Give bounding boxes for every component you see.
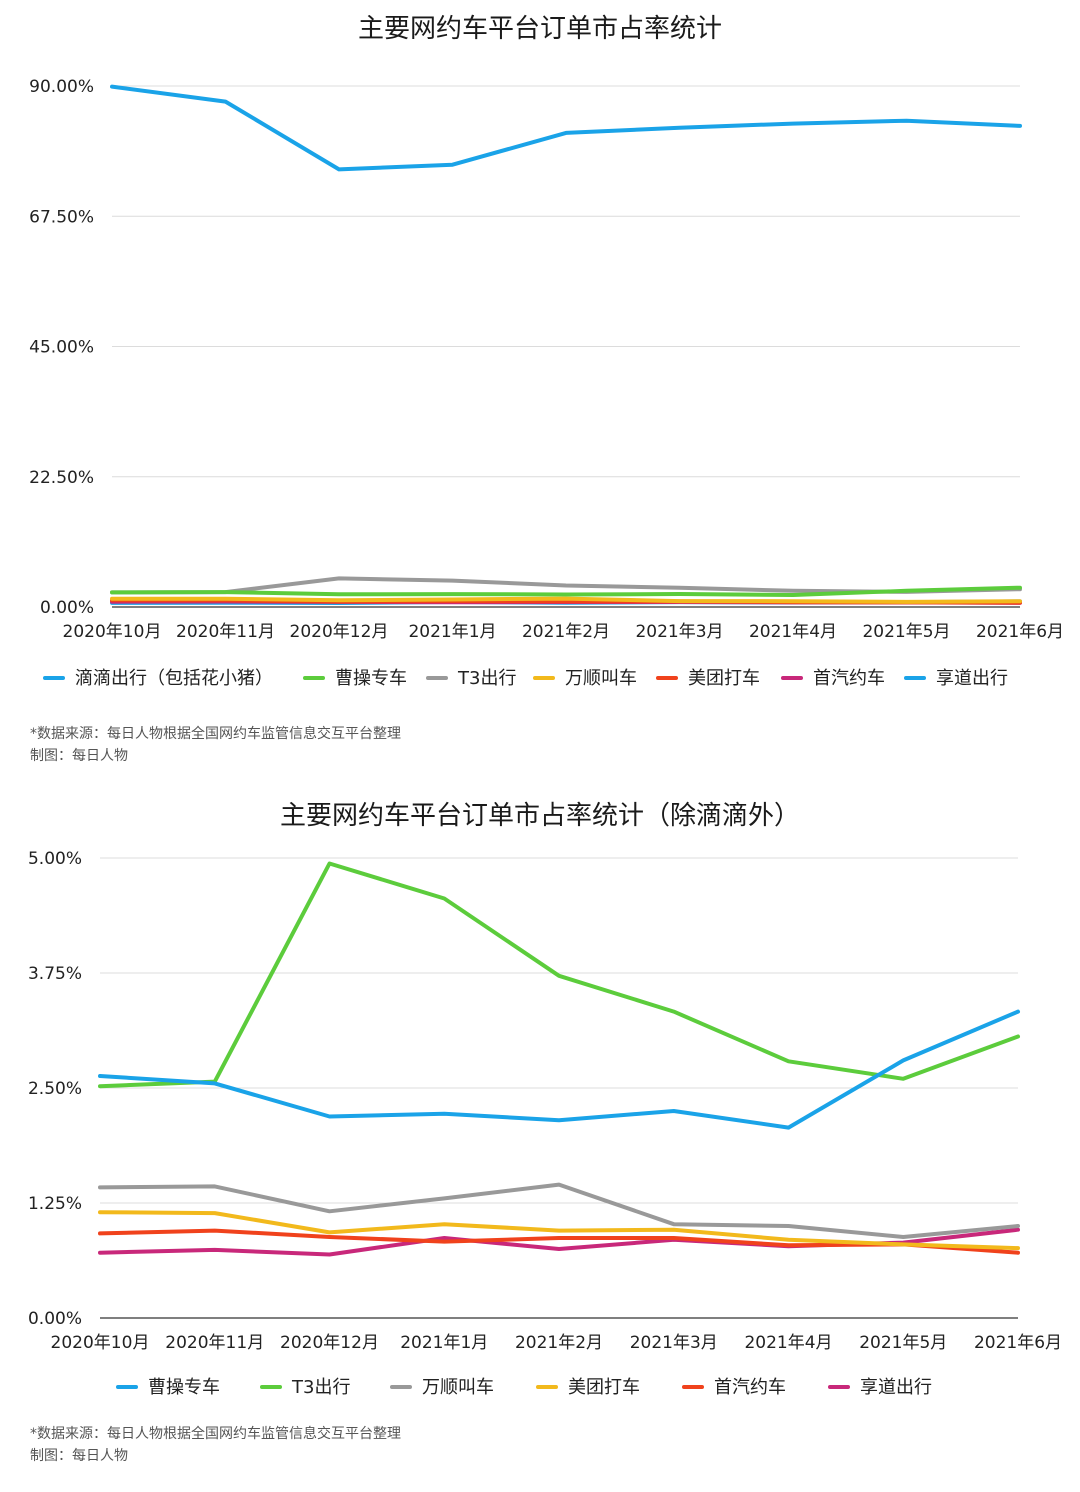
legend-label: 万顺叫车 xyxy=(565,668,637,689)
series-line-2 xyxy=(110,585,1022,597)
x-tick-label: 2020年11月 xyxy=(165,1333,264,1353)
x-tick-label: 2020年12月 xyxy=(280,1333,379,1353)
x-tick-label: 2021年6月 xyxy=(976,622,1064,642)
x-tick-label: 2020年12月 xyxy=(290,622,389,642)
legend-label: 万顺叫车 xyxy=(422,1377,494,1398)
series-line-1 xyxy=(110,84,1022,172)
y-tick-label: 90.00% xyxy=(29,77,94,97)
source-note: *数据来源：每日人物根据全国网约车监管信息交互平台整理 xyxy=(30,1425,401,1442)
y-tick-label: 2.50% xyxy=(28,1079,82,1099)
legend-label: 首汽约车 xyxy=(813,668,885,689)
x-tick-label: 2021年2月 xyxy=(515,1333,603,1353)
legend-label: T3出行 xyxy=(457,668,516,689)
x-tick-label: 2021年2月 xyxy=(522,622,610,642)
x-tick-label: 2021年4月 xyxy=(749,622,837,642)
x-tick-label: 2021年3月 xyxy=(635,622,723,642)
legend-label: 滴滴出行（包括花小猪） xyxy=(75,668,273,689)
x-tick-label: 2021年3月 xyxy=(630,1333,718,1353)
legend-label: 首汽约车 xyxy=(714,1377,786,1398)
legend-label: 享道出行 xyxy=(860,1377,932,1398)
series-line-4 xyxy=(98,1210,1020,1251)
y-tick-label: 3.75% xyxy=(28,964,82,984)
credit-note: 制图：每日人物 xyxy=(30,1448,128,1464)
legend-label: 曹操专车 xyxy=(148,1377,220,1398)
x-tick-label: 2020年10月 xyxy=(51,1333,150,1353)
y-tick-label: 1.25% xyxy=(28,1194,82,1214)
legend-label: 享道出行 xyxy=(936,668,1008,689)
legend-label: 美团打车 xyxy=(688,668,760,689)
x-tick-label: 2020年11月 xyxy=(176,622,275,642)
legend: 曹操专车 T3出行 万顺叫车 美团打车 首汽约车 享道出行 xyxy=(116,1377,932,1398)
legend-label: T3出行 xyxy=(291,1377,350,1398)
chart-1: 主要网约车平台订单市占率统计 0.00% 22.50% 45.00% 67.50% 90.… xyxy=(29,14,1064,764)
legend-label: 美团打车 xyxy=(568,1377,640,1398)
y-tick-label: 67.50% xyxy=(29,207,94,227)
credit-note: 制图：每日人物 xyxy=(30,748,128,764)
y-tick-label: 5.00% xyxy=(28,849,82,869)
x-tick-label: 2021年5月 xyxy=(859,1333,947,1353)
series-line-3 xyxy=(98,1182,1020,1239)
x-tick-label: 2021年6月 xyxy=(974,1333,1062,1353)
chart-2: 主要网约车平台订单市占率统计（除滴滴外） 0.00% 1.25% 2.50% 3.75%… xyxy=(28,801,1062,1464)
legend-label: 曹操专车 xyxy=(335,668,407,689)
x-tick-label: 2021年1月 xyxy=(400,1333,488,1353)
source-note: *数据来源：每日人物根据全国网约车监管信息交互平台整理 xyxy=(30,725,401,742)
series-line-4 xyxy=(110,596,1022,604)
x-tick-label: 2021年4月 xyxy=(744,1333,832,1353)
y-tick-label: 0.00% xyxy=(28,1309,82,1329)
series-line-2 xyxy=(98,861,1020,1089)
legend: 滴滴出行（包括花小猪） 曹操专车 T3出行 万顺叫车 美团打车 首汽约车 享道出行 xyxy=(43,668,1008,689)
series-line-1 xyxy=(98,1009,1020,1130)
y-tick-label: 0.00% xyxy=(40,598,94,618)
y-tick-label: 22.50% xyxy=(29,468,94,488)
x-tick-label: 2021年5月 xyxy=(862,622,950,642)
x-tick-label: 2020年10月 xyxy=(63,622,162,642)
x-tick-label: 2021年1月 xyxy=(408,622,496,642)
chart-title: 主要网约车平台订单市占率统计（除滴滴外） xyxy=(280,801,800,831)
chart-title: 主要网约车平台订单市占率统计 xyxy=(358,14,722,44)
y-tick-label: 45.00% xyxy=(29,338,94,358)
